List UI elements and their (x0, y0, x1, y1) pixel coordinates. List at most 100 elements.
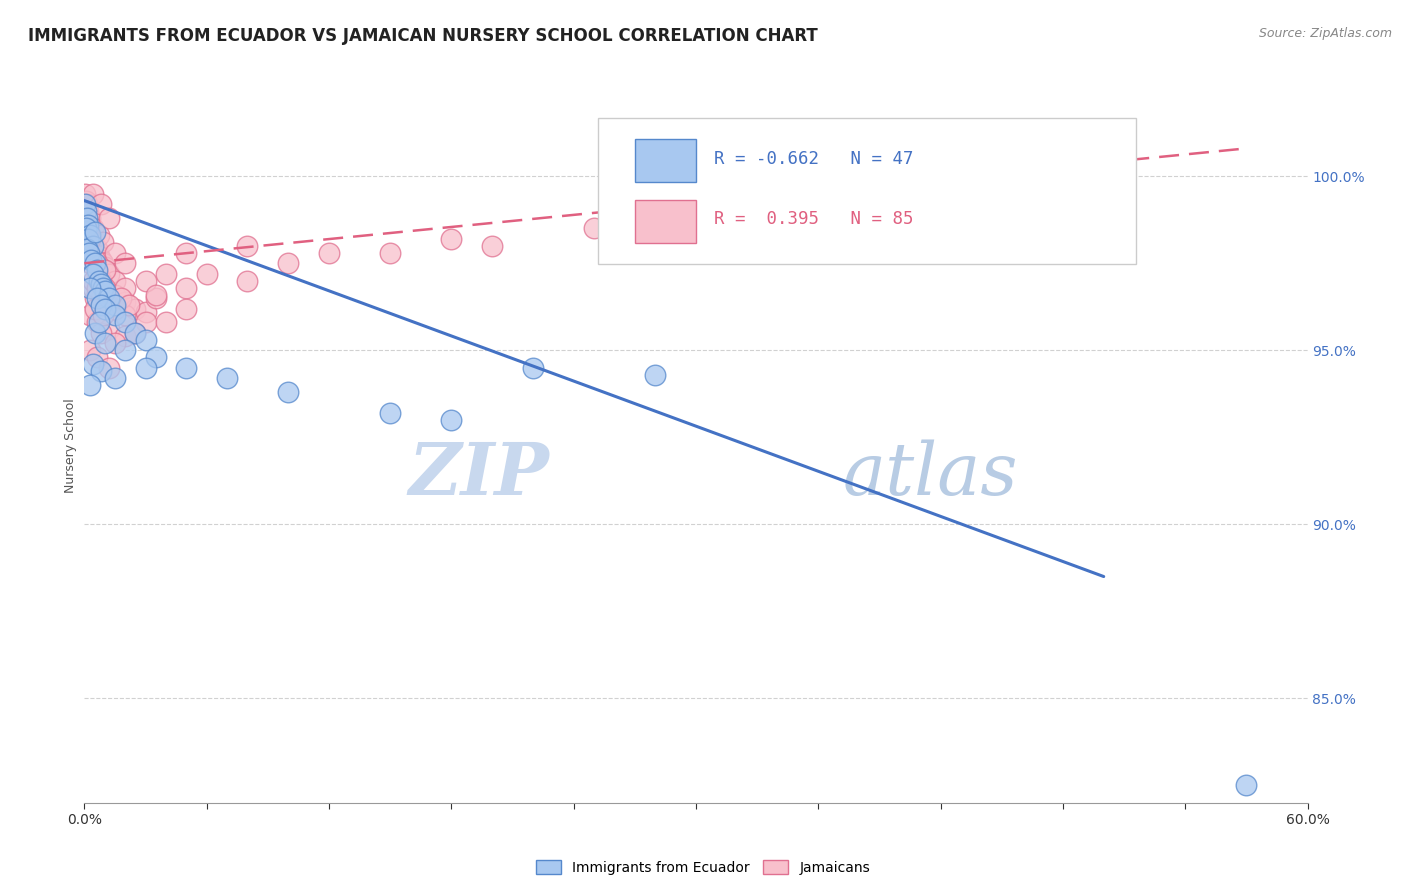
Point (80, 235, 103, 250)
Point (86, 243, 108, 257)
Point (114, 256, 136, 270)
Point (86, 350, 108, 364)
Point (174, 360, 197, 375)
Point (79, 228, 101, 243)
Point (77, 204, 100, 219)
Point (87, 228, 110, 243)
Point (82, 280, 104, 294)
Point (318, 245, 340, 260)
Point (145, 350, 167, 364)
Point (135, 333, 157, 347)
Text: ZIP: ZIP (408, 439, 550, 510)
Point (83, 291, 105, 305)
Point (93, 280, 115, 294)
Point (86, 291, 108, 305)
Point (236, 274, 259, 288)
Point (97, 360, 120, 375)
Point (114, 294, 136, 309)
Point (87, 315, 110, 329)
Point (91, 235, 114, 250)
Point (82, 221, 104, 235)
Point (83, 239, 105, 253)
Point (277, 385, 299, 400)
Point (93, 301, 115, 316)
Point (110, 291, 132, 305)
Y-axis label: Nursery School: Nursery School (65, 399, 77, 493)
Text: R =  0.395   N = 85: R = 0.395 N = 85 (714, 211, 914, 228)
Point (155, 267, 177, 281)
Point (104, 301, 127, 316)
Point (76, 243, 98, 257)
Point (86, 315, 108, 329)
Point (114, 343, 136, 358)
Point (145, 291, 167, 305)
Point (114, 280, 136, 294)
Point (91, 280, 114, 294)
Point (97, 291, 120, 305)
Point (80, 252, 103, 267)
Point (90, 277, 112, 292)
Point (145, 287, 167, 301)
Point (79, 378, 101, 392)
Point (82, 245, 104, 260)
Point (77, 221, 100, 235)
Point (79, 343, 101, 358)
Point (236, 239, 259, 253)
Point (104, 287, 127, 301)
Point (135, 274, 157, 288)
Point (380, 245, 402, 260)
Point (104, 245, 127, 260)
Point (93, 336, 115, 351)
Point (481, 239, 503, 253)
Point (86, 263, 108, 277)
Point (114, 315, 136, 329)
Point (75, 204, 97, 219)
Point (82, 267, 104, 281)
Point (93, 291, 115, 305)
Point (90, 291, 112, 305)
Point (76, 197, 98, 211)
Point (75, 197, 97, 211)
Point (104, 274, 127, 288)
Point (114, 329, 136, 343)
Point (87, 249, 110, 263)
Text: R = -0.662   N = 47: R = -0.662 N = 47 (714, 150, 914, 168)
Point (75, 194, 97, 208)
Point (93, 263, 115, 277)
Point (124, 326, 146, 340)
Point (90, 326, 112, 340)
Point (104, 336, 127, 351)
Point (135, 315, 157, 329)
Point (135, 305, 157, 319)
Point (174, 280, 197, 294)
Point (93, 284, 115, 298)
Point (82, 274, 104, 288)
Point (79, 256, 101, 270)
Point (86, 280, 108, 294)
Point (440, 413, 463, 427)
Point (1092, 152, 1115, 166)
Point (118, 298, 141, 312)
Point (277, 256, 299, 270)
Point (75, 186, 97, 201)
Point (76, 211, 98, 225)
Point (97, 267, 120, 281)
Point (75, 211, 97, 225)
Point (90, 274, 112, 288)
Point (83, 225, 105, 239)
Point (440, 232, 463, 246)
FancyBboxPatch shape (636, 139, 696, 182)
Point (79, 309, 101, 323)
Point (77, 218, 100, 232)
Point (83, 252, 105, 267)
Point (93, 298, 115, 312)
Point (79, 228, 101, 243)
Point (1234, 778, 1257, 792)
Point (76, 225, 98, 239)
Point (93, 260, 115, 274)
Point (990, 162, 1012, 177)
Point (97, 322, 120, 336)
Point (124, 301, 146, 316)
Point (195, 267, 218, 281)
Point (155, 315, 177, 329)
